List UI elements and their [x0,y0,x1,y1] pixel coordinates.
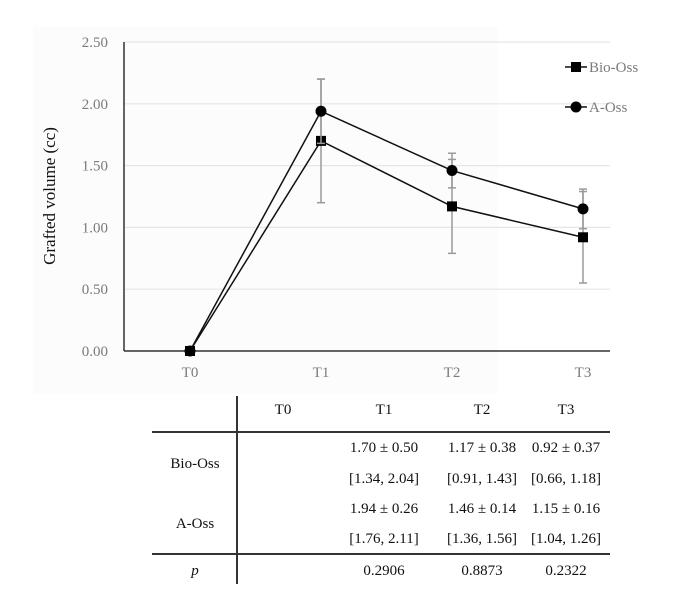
y-tick-label: 2.50 [82,35,108,51]
x-tick-labels: T0 T1 T2 T3 [182,365,592,381]
x-tick-label: T0 [182,365,199,381]
legend-item-bio-oss: Bio-Oss [565,60,638,76]
series-bio-oss [185,78,588,356]
x-tick-label: T3 [575,365,592,381]
table-cell: 1.17 ± 0.38 [447,440,517,456]
table-p-value: 0.8873 [461,563,503,579]
table-cell: 1.15 ± 0.16 [531,501,601,517]
line-chart: 0.00 0.50 1.00 1.50 2.00 2.50 T0 T1 T2 T3 Grafte… [40,35,638,381]
table-header-rule [152,431,610,433]
y-tick-label: 0.00 [82,344,108,360]
table-cell: 1.70 ± 0.50 [349,440,419,456]
chart-panel [33,27,498,394]
y-tick-label: 0.50 [82,282,108,298]
series-a-oss [184,78,589,357]
y-tick-label: 1.50 [82,159,108,175]
table-row-header: Bio-Oss [170,455,220,472]
table-cell: [0.66, 1.18] [531,471,601,487]
data-point-circle [577,203,589,215]
gridlines [124,41,610,290]
table-cell: 1.94 ± 0.26 [349,501,419,517]
data-point-circle [446,165,458,177]
table-row-header-divider [236,396,238,584]
y-axis-label: Grafted volume (cc) [40,127,59,265]
table-cell: 1.46 ± 0.14 [447,501,517,517]
data-point-circle [315,105,327,117]
table-p-value: 0.2322 [545,563,587,579]
table-cell: 0.92 ± 0.37 [531,440,601,456]
series [184,78,589,357]
table-cell: [1.34, 2.04] [349,471,419,487]
y-tick-label: 1.00 [82,220,108,236]
legend: Bio-Oss A-Oss [565,60,638,116]
series-line [189,110,584,352]
table-p-label: p [191,563,199,579]
legend-label: Bio-Oss [589,60,638,76]
table-p-value: 0.2906 [363,563,405,579]
data-point-square [578,232,588,243]
legend-circle-icon [570,101,582,113]
table-column-header: T2 [473,402,491,418]
table-column-header: T0 [274,402,292,418]
table-cell: [0.91, 1.43] [447,471,517,487]
table-column-header: T1 [375,402,393,418]
table-row-header: A-Oss [175,516,215,532]
x-tick-label: T2 [444,365,461,381]
series-line [189,139,584,352]
table-cell: [1.36, 1.56] [447,531,517,547]
data-point-square [447,201,457,212]
x-tick-label: T1 [313,365,330,381]
legend-label: A-Oss [589,100,627,116]
legend-square-icon [571,62,581,72]
table-cell: [1.76, 2.11] [349,531,419,547]
table-p-rule [152,553,610,555]
y-tick-labels: 0.00 0.50 1.00 1.50 2.00 2.50 [82,35,108,360]
axes [123,42,610,352]
y-tick-label: 2.00 [82,97,108,113]
table-cell: [1.04, 1.26] [531,531,601,547]
legend-item-a-oss: A-Oss [565,100,627,116]
data-point-circle [184,345,196,357]
table-column-header: T3 [557,402,575,418]
